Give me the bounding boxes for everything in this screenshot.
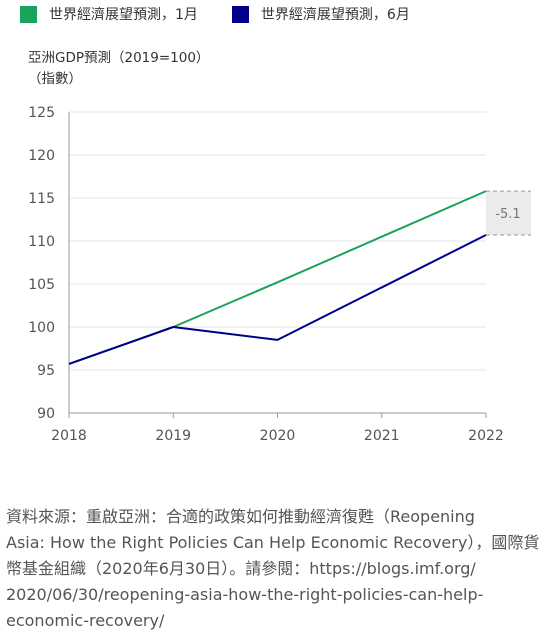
source-note: 資料來源：重啟亞洲：合適的政策如何推動經濟復甦（Reopening Asia: … [6,504,540,634]
y-tick-label: 120 [28,148,55,164]
source-line: 資料來源：重啟亞洲：合適的政策如何推動經濟復甦（Reopening [6,507,475,526]
source-line: economic-recovery/ [6,611,165,630]
legend-label-june: 世界經濟展望預測，6月 [260,7,410,23]
x-tick-label: 2020 [260,428,296,444]
legend: 世界經濟展望預測，1月 世界經濟展望預測，6月 [20,4,444,24]
legend-label-january: 世界經濟展望預測，1月 [49,7,198,23]
annotation-label: -5.1 [495,207,520,222]
source-line: Asia: How the Right Policies Can Help Ec… [6,533,540,552]
line-chart: 125 120 115 110 105 100 95 90 2018 2019 2020 2021 20… [28,105,531,444]
y-tick-label: 110 [28,234,55,250]
x-tick-label: 2022 [468,428,504,444]
annotation-box [486,191,531,235]
y-axis-title: 亞洲GDP預測（2019=100） （指數） [28,48,209,90]
legend-item-january: 世界經濟展望預測，1月 [20,4,198,24]
y-axis-title-line2: （指數） [28,71,82,87]
y-tick-label: 105 [28,277,55,293]
source-line: 幣基金組織（2020年6月30日）。請參閱：https://blogs.imf.… [6,559,476,578]
series-line-january [68,190,487,365]
series-line-june [68,234,487,365]
y-tick-label: 100 [28,320,55,336]
x-tick-label: 2018 [51,428,87,444]
legend-swatch-june [231,5,249,23]
x-tick-label: 2019 [155,428,191,444]
y-tick-label: 115 [28,191,55,207]
y-axis-title-line1: 亞洲GDP預測（2019=100） [28,50,210,66]
legend-item-june: 世界經濟展望預測，6月 [231,4,410,24]
y-tick-label: 125 [28,105,55,121]
x-tick-label: 2021 [364,428,400,444]
y-tick-label: 95 [37,363,55,379]
y-tick-label: 90 [37,406,55,422]
legend-swatch-january [20,5,37,23]
source-line: 2020/06/30/reopening-asia-how-the-right-… [6,585,484,604]
